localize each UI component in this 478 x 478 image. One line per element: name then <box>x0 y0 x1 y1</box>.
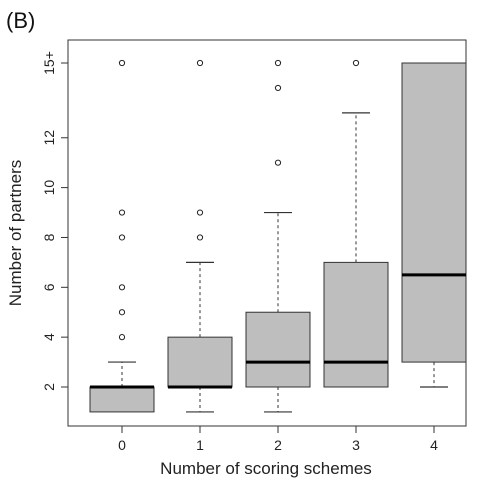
outlier-point <box>196 209 204 216</box>
x-axis-title: Number of scoring schemes <box>160 459 372 478</box>
y-tick-label: 15+ <box>41 51 57 75</box>
y-axis: 2 4 6 8 10 12 15+ <box>41 51 68 391</box>
y-tick-label: 4 <box>41 333 57 341</box>
outlier-point <box>274 59 282 67</box>
x-tick-label: 0 <box>118 437 126 453</box>
x-tick-label: 4 <box>430 437 438 453</box>
y-tick-label: 2 <box>41 383 57 391</box>
outlier-point <box>274 84 282 92</box>
y-tick-label: 12 <box>41 130 57 146</box>
x-tick-label: 1 <box>196 437 204 453</box>
outlier-point <box>118 234 126 241</box>
box-body <box>401 62 467 363</box>
outlier-point <box>196 234 204 241</box>
box-4 <box>401 62 467 388</box>
boxes-group <box>89 59 467 413</box>
outlier-point <box>274 159 282 166</box>
outlier-point <box>196 59 204 67</box>
outlier-point <box>118 59 126 67</box>
outlier-point <box>352 59 360 67</box>
box-3 <box>323 59 389 388</box>
x-axis: 0 1 2 3 4 <box>118 426 438 453</box>
y-axis-title: Number of partners <box>6 160 25 306</box>
y-tick-label: 8 <box>41 233 57 241</box>
outlier-point <box>118 334 126 341</box>
panel-label: (B) <box>6 8 36 33</box>
box-2 <box>245 59 311 413</box>
outlier-point <box>118 284 126 291</box>
x-tick-label: 2 <box>274 437 282 453</box>
x-tick-label: 3 <box>352 437 360 453</box>
box-1 <box>167 59 233 413</box>
y-tick-label: 10 <box>41 180 57 196</box>
box-body <box>245 311 311 388</box>
y-tick-label: 6 <box>41 283 57 291</box>
box-body <box>167 336 233 388</box>
box-body <box>323 261 389 388</box>
box-body <box>89 386 155 413</box>
box-0 <box>89 59 155 413</box>
outlier-point <box>118 309 126 316</box>
outlier-point <box>118 209 126 216</box>
